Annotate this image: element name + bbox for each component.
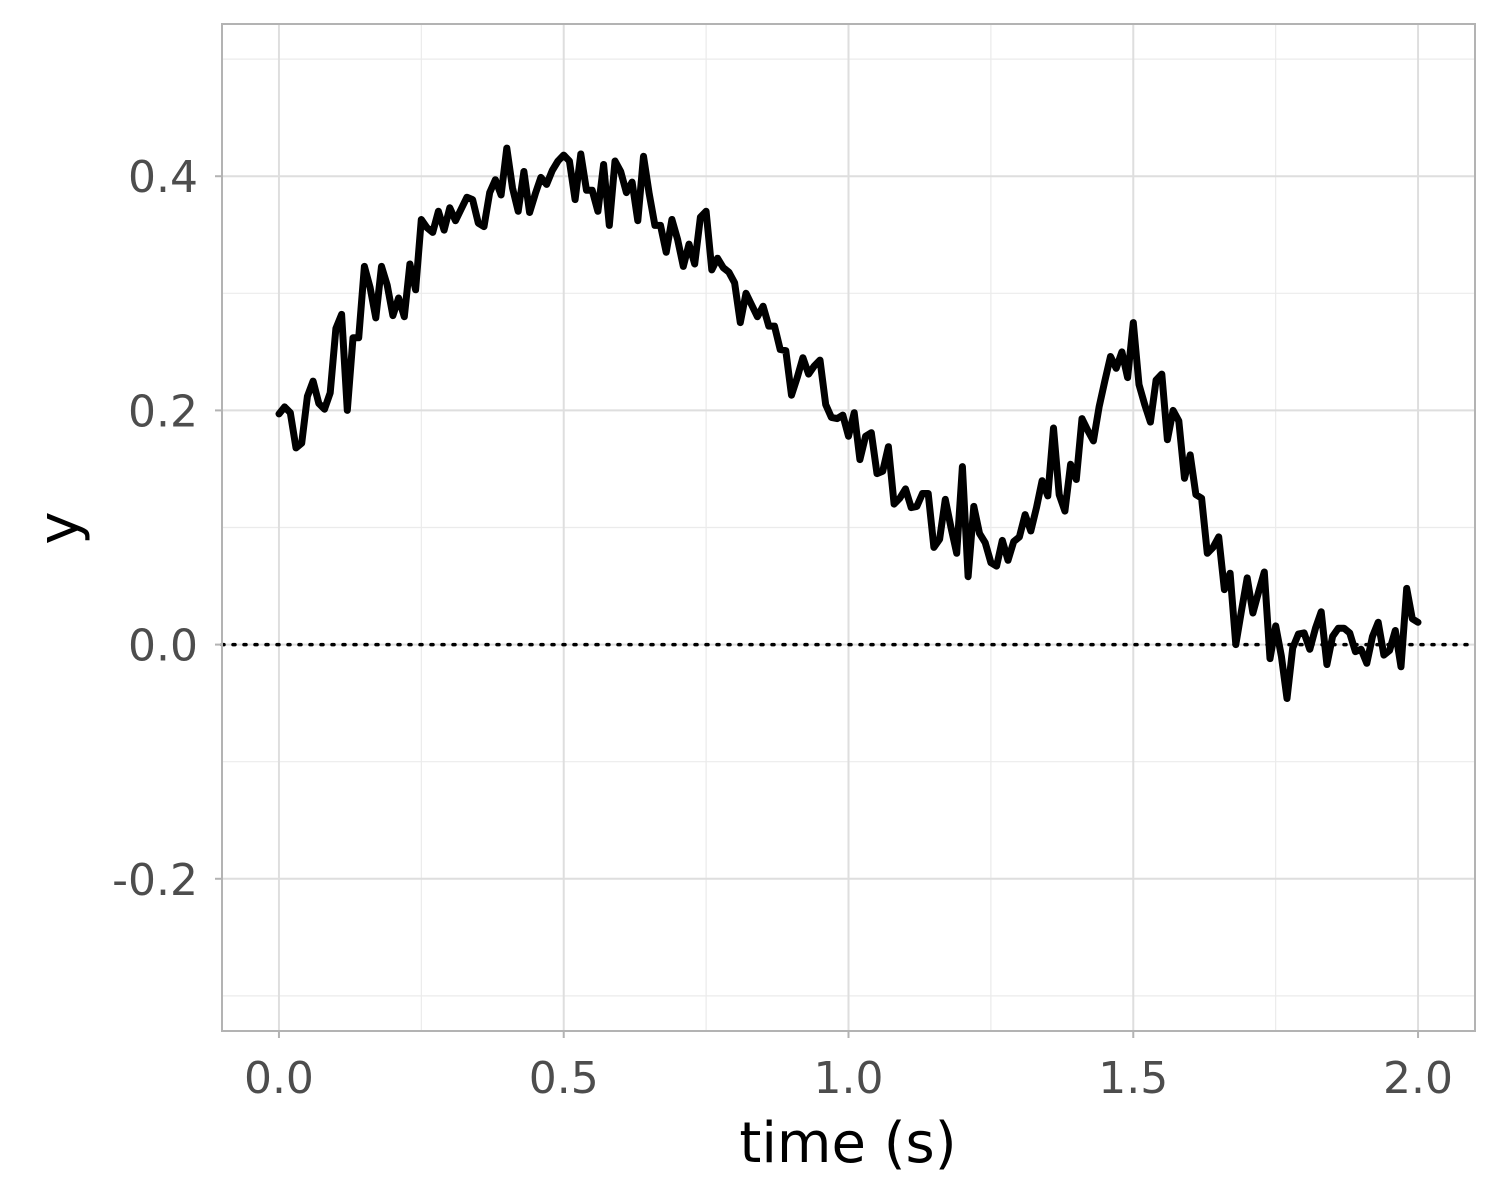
x-tick-label: 1.0: [814, 1053, 884, 1104]
y-tick-label: 0.0: [128, 621, 198, 672]
y-axis-ticks: -0.2 0.0 0.2 0.4: [112, 152, 222, 906]
y-tick-label: -0.2: [112, 855, 198, 906]
y-tick-label: 0.4: [128, 152, 198, 203]
x-tick-label: 0.5: [529, 1053, 599, 1104]
y-tick-label: 0.2: [128, 386, 198, 437]
y-axis-title: y: [27, 511, 92, 544]
x-axis-title: time (s): [739, 1111, 956, 1176]
series-line: [275, 144, 1422, 702]
x-tick-label: 2.0: [1383, 1053, 1453, 1104]
x-axis-ticks: 0.0 0.5 1.0 1.5 2.0: [244, 1031, 1453, 1104]
x-tick-label: 1.5: [1098, 1053, 1168, 1104]
x-tick-label: 0.0: [244, 1053, 314, 1104]
